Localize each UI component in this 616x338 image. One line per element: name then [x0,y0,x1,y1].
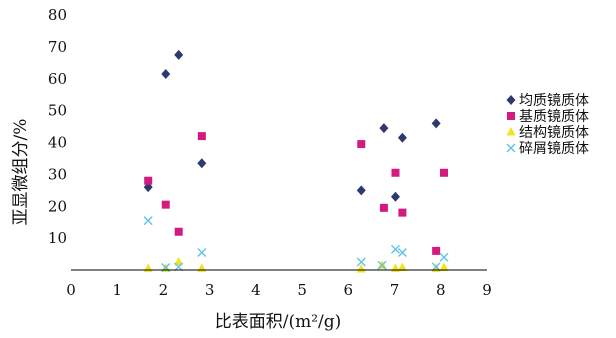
x-axis-ticks: 0 1 2 3 4 5 6 7 8 9 [66,281,492,299]
x-tick-label: 9 [482,281,492,299]
legend-marker [507,112,515,120]
legend-label: 基质镜质体 [519,108,589,125]
legend-label: 结构镜质体 [519,125,589,141]
y-tick-label: 70 [48,38,67,56]
x-tick-label: 4 [251,281,261,299]
data-point [431,118,441,129]
data-point [431,262,441,272]
data-point [161,200,170,209]
x-tick-label: 3 [205,281,215,299]
data-point [377,260,387,270]
data-point [440,168,449,177]
x-tick-label: 2 [159,281,169,299]
data-point [143,216,153,226]
data-points [143,49,449,273]
data-point [379,123,389,134]
data-point [197,158,207,169]
data-point [357,140,366,149]
y-axis-ticks: 10 20 30 40 50 60 70 80 [48,6,67,247]
series-4-points [143,216,449,272]
x-tick-label: 1 [112,281,122,299]
y-tick-label: 30 [48,165,67,183]
x-tick-label: 8 [436,281,446,299]
data-point [397,132,407,143]
legend-marker [506,143,516,153]
x-tick-label: 6 [344,281,354,299]
data-point [439,252,449,262]
series-2-points [144,132,449,255]
y-tick-label: 80 [48,6,67,24]
legend-label: 碎屑镜质体 [519,141,589,157]
data-point [398,208,407,217]
data-point [197,247,207,257]
data-point [174,227,183,236]
y-tick-label: 40 [48,134,67,152]
x-axis-label: 比表面积/(m²/g) [215,312,342,332]
series-1-points [143,49,441,202]
data-point [174,262,184,272]
y-tick-label: 50 [48,102,67,120]
data-point [391,168,400,177]
x-tick-label: 5 [297,281,307,299]
y-tick-label: 20 [48,197,67,215]
data-point [390,191,400,202]
data-point [143,263,153,272]
data-point [174,257,184,266]
data-point [161,68,171,79]
y-tick-label: 60 [48,70,67,88]
data-point [397,247,407,257]
data-point [439,262,449,271]
x-tick-label: 0 [66,281,76,299]
legend-marker [506,95,516,105]
data-point [379,203,388,212]
data-point [197,132,206,141]
y-axis-label: 亚显微组分/% [11,119,31,226]
y-tick-label: 10 [48,229,67,247]
x-tick-label: 7 [390,281,400,299]
data-point [356,257,366,267]
legend-marker [506,127,516,136]
legend-label: 均质镜质体 [519,93,589,109]
data-point [144,176,153,185]
data-point [397,262,407,271]
data-point [432,246,441,255]
data-point [174,49,184,60]
data-point [390,244,400,254]
data-point [197,263,207,272]
data-point [356,185,366,196]
